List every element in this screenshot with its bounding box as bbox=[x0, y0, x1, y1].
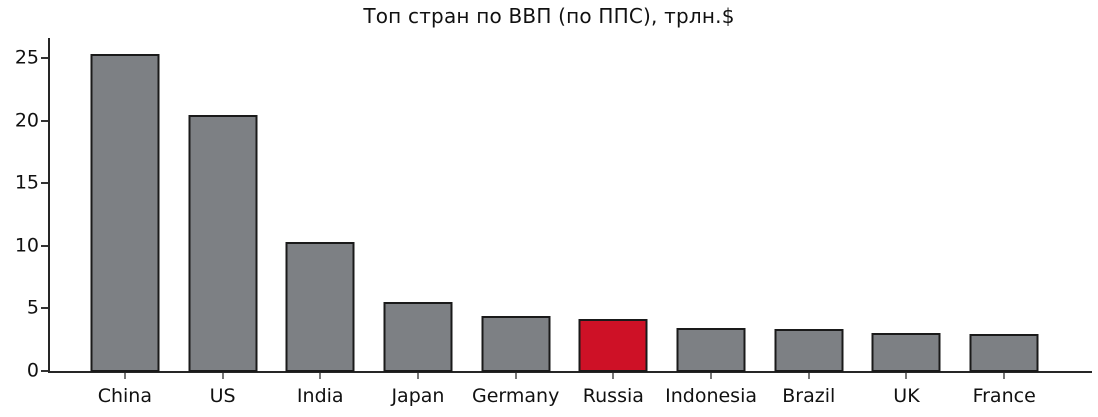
x-axis-tick bbox=[514, 373, 517, 379]
y-axis-tick-label: 20 bbox=[14, 109, 39, 132]
bar-germany bbox=[481, 315, 551, 372]
bar-brazil bbox=[774, 329, 844, 372]
bar-indonesia bbox=[676, 328, 746, 372]
x-axis-label-indonesia: Indonesia bbox=[665, 385, 758, 407]
x-axis-label-china: China bbox=[97, 385, 152, 407]
x-axis-tick bbox=[319, 373, 322, 379]
y-axis-tick bbox=[41, 244, 48, 247]
x-axis-tick bbox=[416, 373, 419, 379]
x-axis-tick bbox=[123, 373, 126, 379]
x-axis-label-france: France bbox=[972, 385, 1036, 407]
x-axis-label-brazil: Brazil bbox=[782, 385, 836, 407]
x-axis-label-japan: Japan bbox=[391, 385, 445, 407]
x-axis-label-india: India bbox=[296, 385, 344, 407]
bar-slot-brazil: Brazil bbox=[760, 38, 858, 407]
y-axis-tick-label: 15 bbox=[14, 171, 39, 194]
bar-slot-russia: Russia bbox=[565, 38, 663, 407]
y-axis-tick-label: 5 bbox=[26, 296, 39, 319]
bar-slot-us: US bbox=[174, 38, 272, 407]
bar-us bbox=[188, 115, 258, 372]
bar-slot-uk: UK bbox=[858, 38, 956, 407]
y-axis-tick-label: 0 bbox=[26, 359, 39, 382]
x-axis-label-russia: Russia bbox=[582, 385, 644, 407]
x-axis-tick bbox=[710, 373, 713, 379]
x-axis-label-germany: Germany bbox=[471, 385, 560, 407]
x-axis-tick bbox=[1003, 373, 1006, 379]
plot-area: 0 5 10 15 20 25 China US India Japan Germany Russia… bbox=[15, 38, 1092, 407]
y-axis-tick-label: 25 bbox=[14, 46, 39, 69]
bar-slot-india: India bbox=[271, 38, 369, 407]
bar-slot-indonesia: Indonesia bbox=[662, 38, 760, 407]
chart-title: Топ стран по ВВП (по ППС), трлн.$ bbox=[363, 4, 735, 28]
y-axis-tick bbox=[41, 370, 48, 372]
bar-china bbox=[90, 54, 160, 372]
bar-japan bbox=[383, 301, 453, 372]
y-axis-tick bbox=[41, 119, 48, 122]
bar-slot-france: France bbox=[955, 38, 1053, 407]
x-axis-tick bbox=[221, 373, 224, 379]
bar-uk bbox=[871, 333, 941, 372]
bar-slot-china: China bbox=[76, 38, 174, 407]
bar-slot-germany: Germany bbox=[467, 38, 565, 407]
bars-row: China US India Japan Germany Russia Indonesia B… bbox=[76, 38, 1053, 407]
bar-france bbox=[969, 334, 1039, 372]
y-axis-tick bbox=[41, 57, 48, 60]
bar-slot-japan: Japan bbox=[369, 38, 467, 407]
x-axis-label-us: US bbox=[209, 385, 236, 407]
bar-russia bbox=[578, 319, 648, 372]
bar-india bbox=[285, 241, 355, 372]
y-axis-tick bbox=[41, 182, 48, 185]
y-axis-tick bbox=[41, 307, 48, 310]
x-axis-tick bbox=[612, 373, 615, 379]
x-axis-tick bbox=[905, 373, 908, 379]
y-axis-tick-label: 10 bbox=[14, 234, 39, 257]
x-axis-label-uk: UK bbox=[893, 385, 920, 407]
x-axis-tick bbox=[807, 373, 810, 379]
